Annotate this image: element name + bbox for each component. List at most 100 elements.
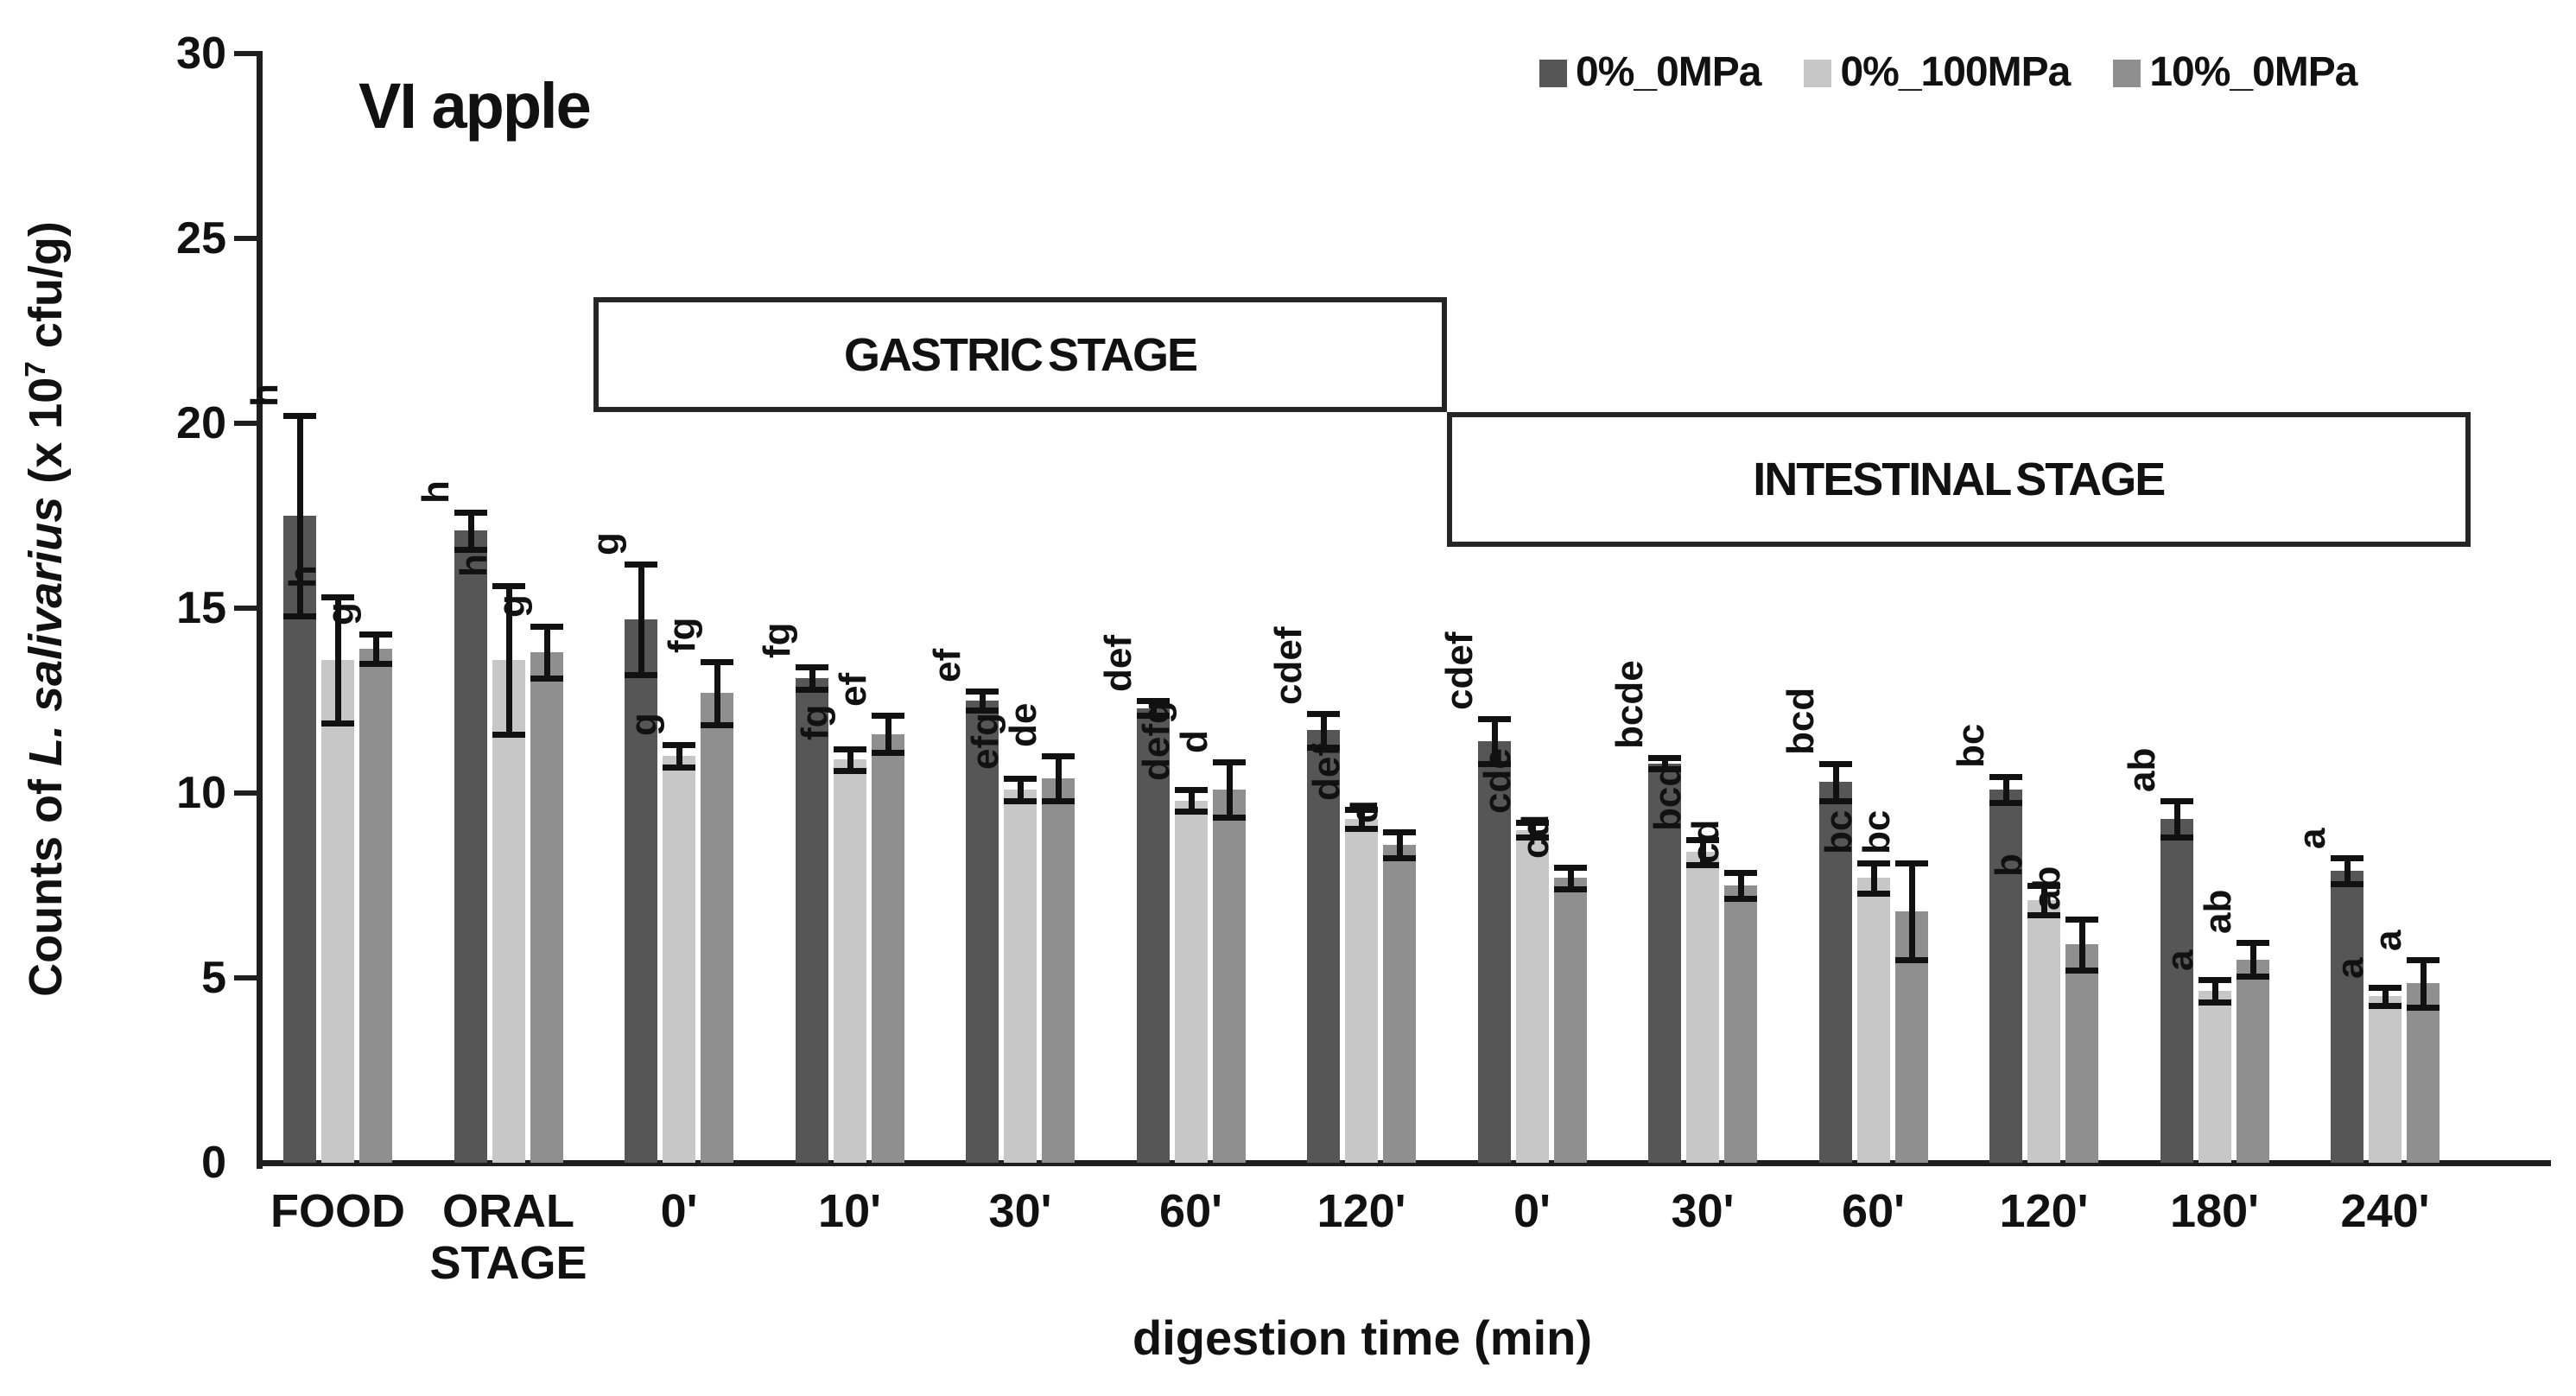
x-tick-label: 60' [1842,1185,1905,1237]
error-bar-cap-top [2198,977,2231,984]
y-tick-label: 15 [176,583,226,633]
error-bar-cap-top [1515,820,1549,827]
significance-letter: bc [1817,809,1860,855]
error-bar-cap-top [1345,807,1378,814]
legend-swatch-icon [1804,59,1832,87]
error-bar-line [505,586,512,734]
legend-item-0%_0MPa: 0%_0MPa [1539,48,1761,96]
significance-letter: cd [1685,819,1727,865]
error-bar-cap-bottom [1724,895,1757,902]
stage-box-label: INTESTINAL STAGE [1753,454,2166,506]
error-bar-cap-bottom [1004,797,1037,804]
error-bar-cap-top [1136,698,1170,704]
legend-swatch-icon [1539,59,1567,87]
error-bar-line [714,662,720,725]
bar-0%_100MPa-8 [1686,852,1719,1163]
error-bar-cap-top [2160,797,2193,804]
bar-10%_0MPa-3 [871,733,904,1163]
bar-0%_0MPa-1 [454,530,487,1163]
error-bar-line [2079,918,2085,971]
x-tick-label: 30' [988,1185,1052,1237]
stage-box: INTESTINAL STAGE [1446,412,2471,548]
significance-letter: fg [793,704,836,740]
error-bar-cap-bottom [2198,999,2231,1006]
error-bar-cap-bottom [2160,834,2193,841]
error-bar-cap-bottom [663,765,695,771]
error-bar-line [847,748,853,771]
error-bar-line [809,667,815,690]
bar-10%_0MPa-10 [2065,944,2098,1163]
x-tick-label: 0' [660,1185,698,1237]
x-tick-label: 60' [1159,1185,1222,1237]
significance-letter: cdef [1267,626,1310,705]
bar-0%_0MPa-9 [1818,782,1852,1163]
y-tick [234,236,259,241]
significance-letter: bc [1855,809,1898,855]
error-bar-cap-top [1553,864,1587,871]
significance-letter: h [452,554,495,578]
error-bar-cap-bottom [701,721,733,728]
error-bar-line [467,511,474,549]
legend-item-0%_100MPa: 0%_100MPa [1804,48,2071,96]
significance-letter: fg [661,617,703,654]
x-tick-label: 180' [2170,1185,2259,1237]
significance-letter: def [1305,744,1348,802]
bar-0%_100MPa-12 [2369,996,2402,1163]
error-bar-line [676,745,682,768]
error-bar-line [2041,885,2047,916]
significance-letter: defg [1134,700,1177,781]
error-bar-line [885,715,891,752]
x-tick-label: 240' [2340,1185,2430,1237]
error-bar-cap-bottom [1307,744,1340,751]
error-bar-line [1491,719,1498,764]
bar-0%_100MPa-4 [1004,789,1037,1163]
bar-0%_0MPa-6 [1307,730,1340,1163]
legend-item-10%_0MPa: 10%_0MPa [2113,48,2357,96]
bar-0%_100MPa-11 [2198,990,2231,1163]
bar-0%_0MPa-8 [1648,763,1681,1163]
error-bar-line [2344,857,2351,884]
significance-letter: cde [1475,748,1519,815]
y-axis-label: Counts of L. salivarius (x 107 cfu/g) [19,48,72,1171]
error-bar-cap-bottom [1042,797,1075,804]
significance-letter: ab [2120,747,2163,792]
error-bar-cap-top [1174,786,1208,793]
significance-letter: a [2158,949,2201,972]
y-tick-label: 20 [176,398,226,448]
error-bar-cap-bottom [492,731,525,738]
bar-0%_0MPa-5 [1136,708,1170,1163]
bar-0%_100MPa-1 [492,659,525,1163]
error-bar-cap-bottom [1553,886,1587,893]
error-bar-line [335,597,341,723]
error-bar-cap-bottom [1856,890,1890,897]
significance-letter: a [2329,957,2371,979]
error-bar-cap-top [2407,956,2440,963]
error-bar-cap-bottom [2331,880,2363,887]
bar-10%_0MPa-8 [1724,885,1757,1163]
error-bar-cap-top [2369,984,2402,991]
y-tick-label: 25 [176,213,226,263]
error-bar-cap-bottom [2369,1003,2402,1010]
error-bar-cap-top [454,509,487,516]
error-bar-cap-bottom [1174,809,1208,815]
error-bar-line [1529,822,1536,838]
y-tick-label: 30 [176,29,226,79]
error-bar-line [1188,789,1195,812]
y-tick [234,790,259,796]
error-bar-line [2003,776,2009,803]
bar-10%_0MPa-11 [2236,959,2269,1163]
error-bar-cap-bottom [1212,814,1246,821]
error-bar-cap-top [1894,860,1928,867]
significance-letter: a [2367,930,2409,951]
bar-0%_0MPa-12 [2331,870,2363,1163]
error-bar-cap-top [492,583,525,590]
error-bar-cap-top [1856,860,1890,867]
error-bar-cap-bottom [454,546,487,553]
significance-letter: d [1343,800,1386,823]
significance-letter: ef [926,649,968,683]
y-tick-label: 10 [176,768,226,818]
error-bar-line [2421,959,2427,1008]
error-bar-cap-bottom [2027,912,2060,919]
error-bar-line [2173,800,2180,838]
bar-0%_0MPa-3 [795,678,828,1163]
